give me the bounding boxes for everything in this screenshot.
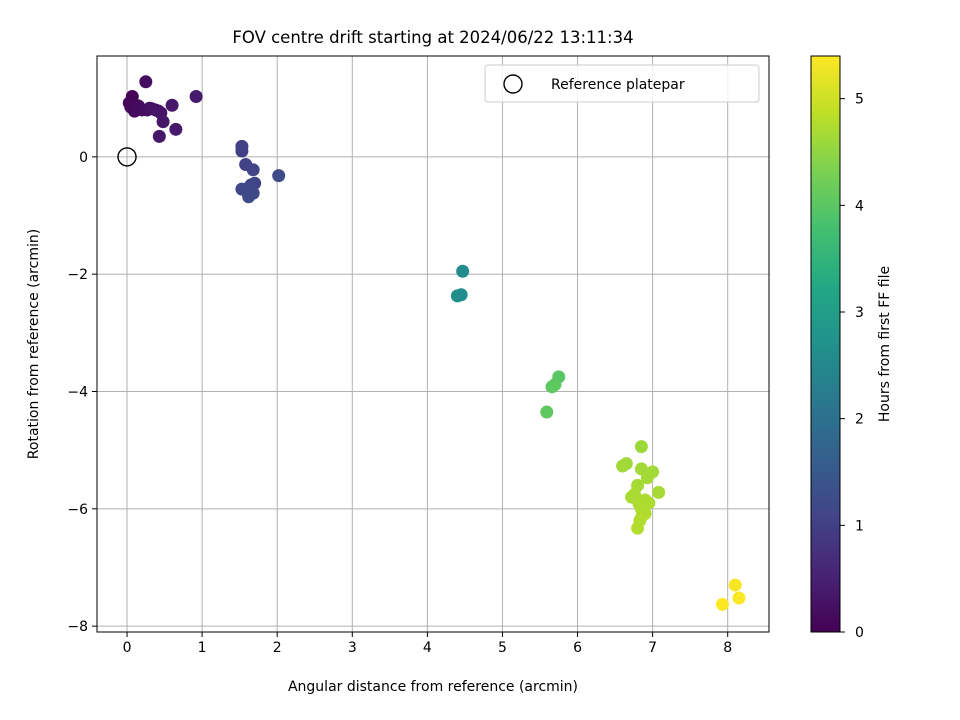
- x-tick-label: 3: [348, 640, 357, 656]
- x-tick-label: 6: [573, 640, 582, 656]
- colorbar-tick-label: 5: [855, 92, 864, 108]
- data-point: [242, 190, 256, 204]
- colorbar-tick-label: 0: [855, 625, 864, 641]
- colorbar-tick-label: 4: [855, 198, 864, 214]
- y-tick-label: 0: [79, 150, 88, 166]
- colorbar: 0 1 2 3 4 5 Hours from first FF file: [810, 55, 893, 641]
- x-tick-label: 0: [123, 640, 132, 656]
- data-point: [235, 144, 249, 158]
- x-tick-label: 8: [723, 640, 732, 656]
- data-point: [616, 459, 630, 473]
- plot-frame: [96, 55, 770, 633]
- y-tick-label: −4: [67, 385, 88, 401]
- data-point: [246, 163, 260, 177]
- data-point: [272, 169, 286, 183]
- data-point: [456, 264, 470, 278]
- x-axis-ticks: 0 1 2 3 4 5 6 7 8: [123, 632, 732, 656]
- y-tick-label: −2: [67, 267, 88, 283]
- reference-platepar-marker: [117, 147, 137, 167]
- legend: Reference platepar: [484, 64, 760, 103]
- data-point: [169, 122, 183, 136]
- data-point: [631, 521, 645, 535]
- data-point: [732, 591, 746, 605]
- data-points: [122, 75, 746, 611]
- data-point: [125, 89, 139, 103]
- chart-title: FOV centre drift starting at 2024/06/22 …: [232, 28, 633, 47]
- legend-box: [484, 64, 760, 103]
- data-point: [652, 485, 666, 499]
- data-point: [189, 89, 203, 103]
- data-point: [156, 115, 170, 129]
- data-point: [728, 578, 742, 592]
- data-point: [152, 129, 166, 143]
- colorbar-ticks: 0 1 2 3 4 5: [840, 92, 864, 641]
- x-tick-label: 7: [648, 640, 657, 656]
- data-point: [634, 440, 648, 454]
- colorbar-tick-label: 3: [855, 305, 864, 321]
- x-tick-label: 2: [273, 640, 282, 656]
- x-tick-label: 5: [498, 640, 507, 656]
- data-point: [540, 405, 554, 419]
- data-point: [715, 597, 729, 611]
- grid: [97, 56, 769, 632]
- legend-label: Reference platepar: [551, 77, 685, 93]
- colorbar-gradient: [810, 55, 841, 633]
- data-point: [545, 380, 559, 394]
- data-point: [139, 75, 153, 89]
- y-tick-label: −8: [67, 619, 88, 635]
- y-axis-ticks: 0 −2 −4 −6 −8: [67, 150, 97, 635]
- colorbar-label: Hours from first FF file: [877, 266, 893, 422]
- y-axis-label: Rotation from reference (arcmin): [26, 229, 42, 459]
- data-point: [640, 471, 654, 485]
- colorbar-tick-label: 1: [855, 518, 864, 534]
- y-tick-label: −6: [67, 502, 88, 518]
- legend-marker-icon: [503, 74, 523, 94]
- x-axis-label: Angular distance from reference (arcmin): [288, 679, 578, 695]
- x-tick-label: 4: [423, 640, 432, 656]
- x-tick-label: 1: [198, 640, 207, 656]
- data-point: [450, 289, 464, 303]
- data-point: [165, 98, 179, 112]
- colorbar-tick-label: 2: [855, 412, 864, 428]
